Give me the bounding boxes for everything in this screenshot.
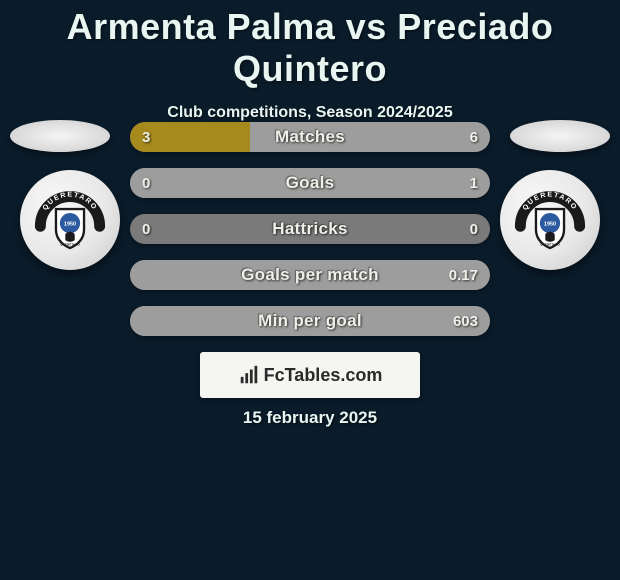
player-left-oval [10,120,110,152]
svg-text:QUERÉTARO: QUERÉTARO [540,242,560,247]
watermark: FcTables.com [200,352,420,398]
watermark-text: FcTables.com [264,365,383,386]
stat-bar: 36Matches [130,122,490,152]
svg-text:1950: 1950 [64,221,76,227]
stat-bar: 0.17Goals per match [130,260,490,290]
date-text: 15 february 2025 [0,408,620,428]
stat-bar: 00Hattricks [130,214,490,244]
stat-label: Matches [130,122,490,152]
stat-label: Hattricks [130,214,490,244]
player-right-oval [510,120,610,152]
stat-label: Goals per match [130,260,490,290]
stat-label: Goals [130,168,490,198]
svg-text:1950: 1950 [544,221,556,227]
page-subtitle: Club competitions, Season 2024/2025 [0,104,620,122]
svg-text:QUERÉTARO: QUERÉTARO [60,242,80,247]
stat-label: Min per goal [130,306,490,336]
player-right-crest: QUERETARO 1950 QUERÉTARO [500,170,600,270]
player-left-crest: QUERETARO 1950 QUERÉTARO [20,170,120,270]
page-title: Armenta Palma vs Preciado Quintero [0,0,620,90]
stat-bar: 603Min per goal [130,306,490,336]
chart-icon [238,364,260,386]
stat-bars: 36Matches 01Goals 00Hattricks 0.17Goals per… [130,122,490,352]
stat-bar: 01Goals [130,168,490,198]
